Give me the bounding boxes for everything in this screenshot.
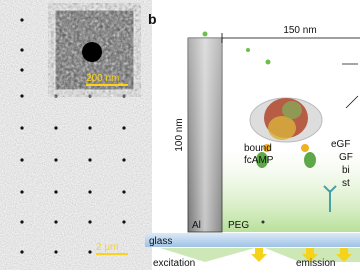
pore (20, 94, 24, 98)
panel-b: b 150 nm 100 nm bound fcAMP eGF GF bi st… (145, 11, 360, 269)
inset-scale-label: 200 nm (86, 73, 119, 84)
gfp (256, 152, 268, 168)
pillar-shade (188, 38, 222, 232)
arrows (251, 248, 352, 262)
scale-bar (96, 253, 128, 255)
pore (88, 190, 92, 194)
ligand-label: fcAMP (244, 155, 274, 166)
pore (54, 126, 58, 130)
pore (122, 220, 126, 224)
excitation-beam (160, 248, 255, 262)
glass-layer (145, 233, 360, 247)
bound-ligand (301, 144, 309, 152)
side-label: bi (342, 165, 350, 176)
ligand-dot (202, 31, 208, 37)
arrow (302, 248, 318, 262)
coating-label: PEG (228, 220, 249, 231)
gfp (304, 152, 316, 168)
pore (20, 126, 24, 130)
arrow (336, 248, 352, 262)
panel-a: 200 nm 2 μm (0, 0, 138, 265)
peg-dot (261, 220, 265, 224)
pore (54, 158, 58, 162)
inset-pore (82, 42, 102, 62)
pore (20, 190, 24, 194)
pore (20, 220, 24, 224)
pore (20, 68, 24, 72)
linker (323, 185, 337, 212)
scale-label: 2 μm (96, 242, 118, 253)
panel-label: b (148, 11, 157, 27)
protein-domain (268, 116, 296, 140)
height-label: 100 nm (174, 118, 185, 151)
channel-protein (249, 97, 323, 168)
pore (54, 220, 58, 224)
pore (20, 158, 24, 162)
ligand-label: bound (244, 143, 272, 154)
pore (54, 94, 58, 98)
pore (88, 250, 92, 254)
green-layer (222, 150, 360, 232)
side-label: st (342, 178, 350, 189)
protein-domain (282, 101, 302, 119)
side-label: eGF (331, 139, 350, 150)
pore (122, 190, 126, 194)
ligand-dot (265, 59, 271, 65)
emission-label: emission (296, 258, 335, 269)
pore (122, 94, 126, 98)
width-label: 150 nm (283, 25, 316, 36)
pointer (345, 95, 359, 109)
pore (54, 250, 58, 254)
pore (88, 220, 92, 224)
arrow (251, 248, 267, 262)
pore (20, 250, 24, 254)
ligand-dot (246, 48, 250, 52)
pillar-label: Al (192, 220, 201, 231)
pore (20, 18, 24, 22)
substrate-label: glass (149, 236, 172, 247)
pore (20, 48, 24, 52)
pore (88, 126, 92, 130)
pore (122, 126, 126, 130)
pore (88, 94, 92, 98)
inset-scale-bar (86, 84, 128, 86)
bound-ligand (263, 144, 271, 152)
pores (20, 18, 126, 254)
pore (122, 158, 126, 162)
pore (54, 190, 58, 194)
pore (88, 158, 92, 162)
excitation-label: excitation (153, 258, 195, 269)
side-label: GF (339, 152, 353, 163)
